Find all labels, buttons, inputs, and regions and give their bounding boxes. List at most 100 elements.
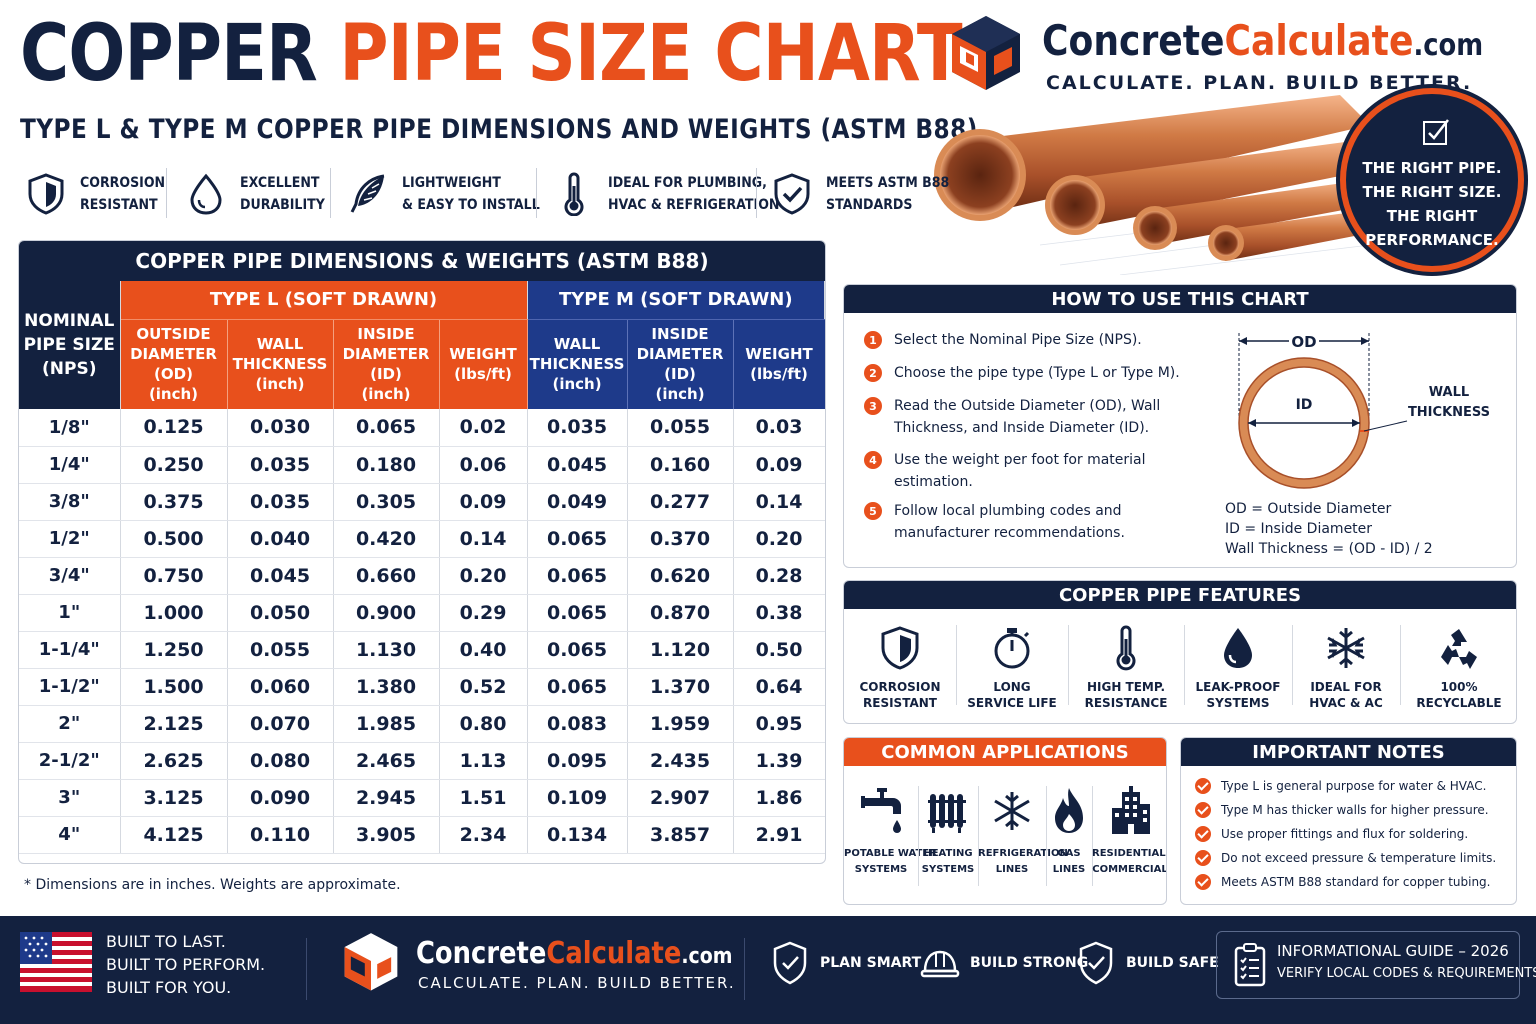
applications-title: COMMON APPLICATIONS	[844, 738, 1166, 766]
brand-name-part-3: .com	[1413, 28, 1484, 63]
faucet-icon	[861, 788, 901, 833]
column-header-wall-m: WALL THICKNESS (inch)	[527, 319, 628, 409]
application-heating: HEATING SYSTEMS	[918, 778, 978, 902]
us-flag-icon	[20, 932, 92, 992]
table-cell: 2.91	[733, 816, 825, 854]
table-cell: 0.040	[227, 520, 334, 558]
top-feature-label: IDEAL FOR PLUMBING, HVAC & REFRIGERATION	[608, 175, 780, 213]
table-cell: 0.065	[527, 557, 628, 595]
application-label: GAS LINES	[1052, 848, 1086, 875]
table-cell: 1.500	[120, 668, 228, 706]
stopwatch-icon	[994, 628, 1030, 669]
droplet-icon	[1224, 628, 1252, 668]
top-feature-label: CORROSION RESISTANT	[80, 175, 166, 213]
title-part-1: COPPER	[20, 9, 318, 99]
check-icon	[1195, 874, 1211, 890]
snowflake-icon	[994, 792, 1030, 830]
notes-title: IMPORTANT NOTES	[1181, 738, 1516, 766]
table-cell: 0.160	[627, 446, 734, 484]
wall-label: WALL	[1429, 385, 1469, 400]
table-cell: 1.39	[733, 742, 825, 780]
od-label: OD	[1291, 333, 1316, 351]
shield-check-icon	[773, 941, 807, 985]
table-cell: 0.95	[733, 705, 825, 743]
step-number: 3	[864, 397, 882, 415]
table-cell: 0.900	[333, 594, 440, 632]
table-cell: 2.945	[333, 779, 440, 817]
table-footnote: * Dimensions are in inches. Weights are …	[24, 877, 401, 893]
top-feature-label: MEETS ASTM B88 STANDARDS	[826, 175, 950, 213]
nps-cell: 3/4"	[19, 557, 121, 595]
feature-label: HIGH TEMP. RESISTANCE	[1084, 680, 1168, 710]
shield-icon	[28, 173, 64, 215]
table-cell: 0.14	[733, 483, 825, 521]
note-item: Meets ASTM B88 standard for copper tubin…	[1195, 874, 1491, 890]
divider	[978, 786, 979, 886]
how-to-step: 1 Select the Nominal Pipe Size (NPS).	[864, 329, 1194, 351]
table-cell: 1.130	[333, 631, 440, 669]
column-header-id-m: INSIDE DIAMETER (ID) (inch)	[627, 319, 734, 409]
legend-line: Wall Thickness = (OD - ID) / 2	[1225, 541, 1433, 557]
application-label: RESIDENTIAL &COMMERCIAL	[1092, 848, 1167, 875]
table-cell: 0.29	[439, 594, 528, 632]
divider	[744, 938, 745, 1000]
table-cell: 0.620	[627, 557, 734, 595]
nps-cell: 1/8"	[19, 409, 121, 447]
table-cell: 0.060	[227, 668, 334, 706]
table-cell: 1.380	[333, 668, 440, 706]
nps-column-header: NOMINAL PIPE SIZE (NPS)	[19, 281, 121, 409]
page-title: COPPER PIPE SIZE CHART	[20, 6, 963, 102]
table-cell: 0.055	[627, 409, 734, 447]
table-cell: 0.500	[120, 520, 228, 558]
table-cell: 0.080	[227, 742, 334, 780]
shield-check-icon	[774, 173, 810, 215]
table-cell: 2.625	[120, 742, 228, 780]
footer: BUILT TO LAST. BUILT TO PERFORM. BUILT FOR…	[0, 916, 1536, 1024]
check-icon	[1195, 778, 1211, 794]
table-cell: 0.035	[527, 409, 628, 447]
column-header-od: OUTSIDE DIAMETER (OD) (inch)	[120, 319, 228, 409]
application-gas: GAS LINES	[1046, 778, 1092, 902]
table-cell: 1.120	[627, 631, 734, 669]
brand-header[interactable]: ConcreteCalculate.com CALCULATE. PLAN. B…	[946, 10, 1526, 100]
badge-line: THE RIGHT	[1386, 207, 1478, 225]
divider	[756, 168, 757, 218]
top-feature-astm: MEETS ASTM B88 STANDARDS	[770, 164, 963, 224]
top-feature-label: EXCELLENT DURABILITY	[240, 175, 325, 213]
how-to-title: HOW TO USE THIS CHART	[844, 285, 1516, 313]
divider	[918, 786, 919, 886]
check-icon	[1195, 850, 1211, 866]
brand-logo-icon	[344, 933, 398, 991]
legend-line: ID = Inside Diameter	[1225, 521, 1373, 537]
footer-brand-name[interactable]: ConcreteCalculate.com	[416, 936, 733, 971]
application-potable-water: POTABLE WATER SYSTEMS	[844, 778, 937, 902]
top-feature-lightweight: LIGHTWEIGHT & EASY TO INSTALL	[346, 164, 555, 224]
column-header-id-l: INSIDE DIAMETER (ID) (inch)	[333, 319, 440, 409]
step-number: 1	[864, 331, 882, 349]
divider	[166, 168, 167, 218]
application-label: HEATING SYSTEMS	[921, 848, 975, 875]
table-title: COPPER PIPE DIMENSIONS & WEIGHTS (ASTM B…	[19, 241, 825, 281]
table-cell: 0.050	[227, 594, 334, 632]
divider	[956, 625, 957, 705]
radiator-icon	[928, 794, 966, 833]
application-label: REFRIGERATION LINES	[978, 848, 1068, 875]
nps-cell: 2-1/2"	[19, 742, 121, 780]
flame-icon	[1055, 788, 1083, 833]
page-subtitle: TYPE L & TYPE M COPPER PIPE DIMENSIONS A…	[20, 114, 978, 145]
feature-hvac: IDEAL FOR HVAC & AC	[1292, 617, 1400, 717]
column-header-weight-m: WEIGHT (lbs/ft)	[733, 319, 825, 409]
table-cell: 0.109	[527, 779, 628, 817]
table-row: 3" 3.125 0.090 2.945 1.51 0.109 2.907 1.86	[19, 779, 825, 817]
table-row: 1/8" 0.125 0.030 0.065 0.02 0.035 0.055 0.03	[19, 409, 825, 447]
dimensions-table-panel: COPPER PIPE DIMENSIONS & WEIGHTS (ASTM B…	[18, 240, 826, 864]
table-cell: 0.06	[439, 446, 528, 484]
footer-brand-tagline: CALCULATE. PLAN. BUILD BETTER.	[418, 974, 736, 992]
thermometer-icon	[1116, 625, 1136, 671]
table-cell: 0.030	[227, 409, 334, 447]
table-cell: 0.660	[333, 557, 440, 595]
step-number: 4	[864, 451, 882, 469]
nps-cell: 3"	[19, 779, 121, 817]
table-cell: 1.370	[627, 668, 734, 706]
divider	[1046, 786, 1047, 886]
